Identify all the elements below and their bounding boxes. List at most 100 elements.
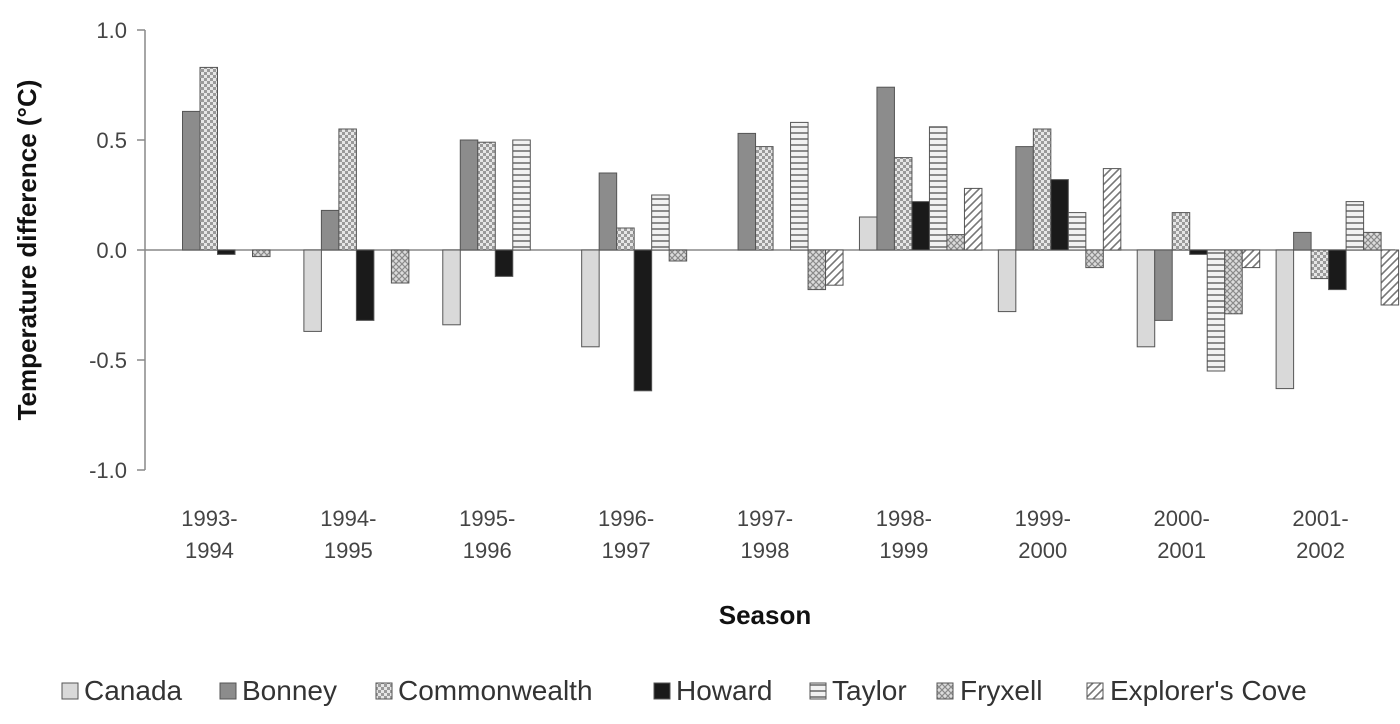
bar-howard	[1328, 249, 1347, 291]
bar-commonwealth	[893, 157, 913, 251]
y-tick-label: -0.5	[89, 348, 127, 373]
x-tick-label: 1998-	[876, 506, 932, 531]
bar-commonwealth	[1171, 212, 1191, 251]
plot-area: 1.0 0.5 0.0 -0.5 -1.0 1993- 1994 1994- 1995 1995-…	[89, 18, 1400, 563]
y-tick-label: 1.0	[96, 18, 127, 43]
legend-label: Canada	[84, 675, 183, 706]
bar-bonney	[1154, 249, 1173, 321]
bar-taylor	[1345, 201, 1365, 251]
bar-howard	[494, 249, 514, 277]
bar-explorer-s-cove	[1102, 168, 1122, 251]
x-tick-label: 1994-	[320, 506, 376, 531]
x-tick-label: 1994	[185, 538, 234, 563]
bar-explorer-s-cove	[825, 249, 844, 286]
x-tick-label: 1997-	[737, 506, 793, 531]
legend-item: Taylor	[809, 675, 907, 706]
y-axis-title: Temperature difference (°C)	[12, 80, 42, 421]
legend-label: Fryxell	[960, 675, 1042, 706]
x-tick-label: 2000	[1018, 538, 1067, 563]
bar-bonney	[1015, 146, 1034, 251]
bar-bonney	[1293, 231, 1312, 251]
bar-taylor	[928, 126, 948, 251]
x-axis-title: Season	[719, 600, 812, 630]
bar-commonwealth	[616, 227, 635, 251]
legend-item: Howard	[653, 675, 772, 706]
legend-label: Taylor	[832, 675, 907, 706]
bar-bonney	[876, 86, 895, 251]
legend: Canada Bonney Commonwealth Howard Taylor Fryx…	[61, 675, 1307, 706]
bar-taylor	[512, 139, 531, 251]
bar-commonwealth	[1032, 128, 1052, 251]
bar-bonney	[182, 110, 201, 251]
bar-howard	[355, 249, 375, 321]
bar-canada	[1275, 249, 1295, 390]
bar-commonwealth	[755, 146, 774, 251]
x-tick-label: 1998	[741, 538, 790, 563]
x-tick-label: 1999-	[1015, 506, 1071, 531]
bar-howard	[217, 249, 236, 255]
x-tick-label: 2001	[1157, 538, 1206, 563]
legend-label: Explorer's Cove	[1110, 675, 1307, 706]
bar-howard	[1189, 249, 1208, 255]
legend-item: Canada	[61, 675, 183, 706]
bar-canada	[442, 249, 461, 326]
y-tick-label: 0.0	[96, 238, 127, 263]
x-tick-label: 1996	[463, 538, 512, 563]
legend-swatch	[61, 682, 79, 700]
legend-swatch	[1086, 682, 1104, 700]
bar-fryxell	[946, 234, 965, 251]
legend-item: Commonwealth	[375, 675, 593, 706]
legend-item: Bonney	[219, 675, 337, 706]
bar-commonwealth	[199, 66, 218, 251]
bar-fryxell	[807, 249, 827, 291]
legend-item: Fryxell	[936, 675, 1042, 706]
bar-bonney	[320, 209, 340, 251]
bar-taylor	[1206, 249, 1226, 372]
x-tick-label: 1993-	[181, 506, 237, 531]
y-tick-label: 0.5	[96, 128, 127, 153]
bar-taylor	[651, 194, 670, 251]
x-tick-label: 1997	[602, 538, 651, 563]
x-tick-label: 1996-	[598, 506, 654, 531]
bar-fryxell	[1224, 249, 1243, 315]
bar-explorer-s-cove	[1380, 249, 1400, 306]
bar-bonney	[737, 132, 757, 251]
bar-explorer-s-cove	[1241, 249, 1261, 269]
x-tick-label: 1995-	[459, 506, 515, 531]
legend-swatch	[653, 682, 671, 700]
bar-fryxell	[668, 249, 688, 262]
legend-swatch	[809, 682, 827, 700]
legend-swatch	[219, 682, 237, 700]
x-tick-label: 2000-	[1154, 506, 1210, 531]
y-tick-label: -1.0	[89, 458, 127, 483]
bar-howard	[911, 201, 930, 251]
bar-canada	[1136, 249, 1156, 348]
bar-canada	[858, 216, 878, 251]
bar-canada	[303, 249, 322, 332]
bar-bonney	[459, 139, 479, 251]
bar-canada	[581, 249, 600, 348]
x-tick-label: 1995	[324, 538, 373, 563]
bar-bonney	[598, 172, 618, 251]
legend-label: Howard	[676, 675, 772, 706]
legend-item: Explorer's Cove	[1086, 675, 1307, 706]
bar-commonwealth	[338, 128, 357, 251]
bar-fryxell	[1363, 231, 1382, 251]
legend-label: Bonney	[242, 675, 337, 706]
bar-taylor	[1067, 212, 1087, 251]
bar-fryxell	[1085, 249, 1104, 269]
legend-swatch	[936, 682, 954, 700]
bar-explorer-s-cove	[963, 187, 983, 251]
bar-howard	[1050, 179, 1069, 251]
bar-commonwealth	[477, 141, 496, 251]
x-tick-label: 1999	[879, 538, 928, 563]
bar-fryxell	[252, 249, 271, 258]
bar-canada	[997, 249, 1017, 313]
x-tick-label: 2001-	[1292, 506, 1348, 531]
x-tick-label: 2002	[1296, 538, 1345, 563]
bar-taylor	[790, 121, 809, 251]
bar-fryxell	[390, 249, 410, 284]
bar-commonwealth	[1310, 249, 1330, 280]
